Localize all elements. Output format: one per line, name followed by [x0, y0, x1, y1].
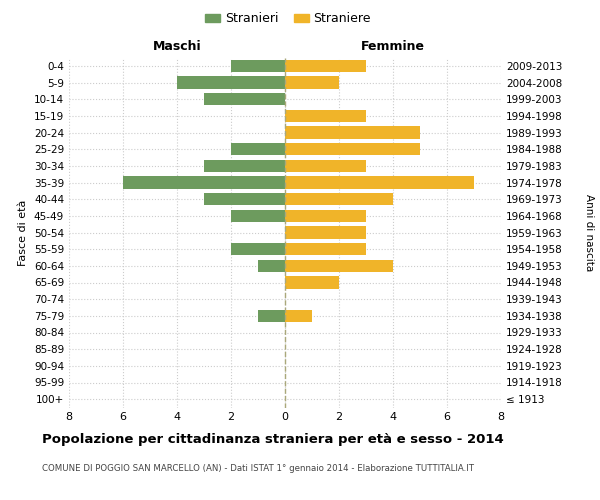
Bar: [285, 193, 393, 205]
Bar: [285, 226, 366, 239]
Bar: [231, 210, 285, 222]
Bar: [231, 243, 285, 256]
Bar: [231, 60, 285, 72]
Bar: [177, 76, 285, 89]
Bar: [285, 76, 339, 89]
Bar: [285, 60, 366, 72]
Text: Anni di nascita: Anni di nascita: [584, 194, 594, 271]
Text: Popolazione per cittadinanza straniera per età e sesso - 2014: Popolazione per cittadinanza straniera p…: [42, 432, 504, 446]
Text: Maschi: Maschi: [152, 40, 202, 52]
Bar: [258, 260, 285, 272]
Bar: [285, 260, 393, 272]
Bar: [285, 143, 420, 156]
Bar: [231, 143, 285, 156]
Text: COMUNE DI POGGIO SAN MARCELLO (AN) - Dati ISTAT 1° gennaio 2014 - Elaborazione T: COMUNE DI POGGIO SAN MARCELLO (AN) - Dat…: [42, 464, 474, 473]
Bar: [123, 176, 285, 189]
Bar: [285, 210, 366, 222]
Bar: [285, 310, 312, 322]
Legend: Stranieri, Straniere: Stranieri, Straniere: [200, 7, 376, 30]
Bar: [285, 176, 474, 189]
Bar: [285, 243, 366, 256]
Bar: [204, 193, 285, 205]
Bar: [285, 276, 339, 289]
Bar: [258, 310, 285, 322]
Bar: [204, 93, 285, 106]
Y-axis label: Fasce di età: Fasce di età: [19, 200, 28, 266]
Bar: [285, 126, 420, 139]
Bar: [285, 110, 366, 122]
Bar: [204, 160, 285, 172]
Text: Femmine: Femmine: [361, 40, 425, 52]
Bar: [285, 160, 366, 172]
